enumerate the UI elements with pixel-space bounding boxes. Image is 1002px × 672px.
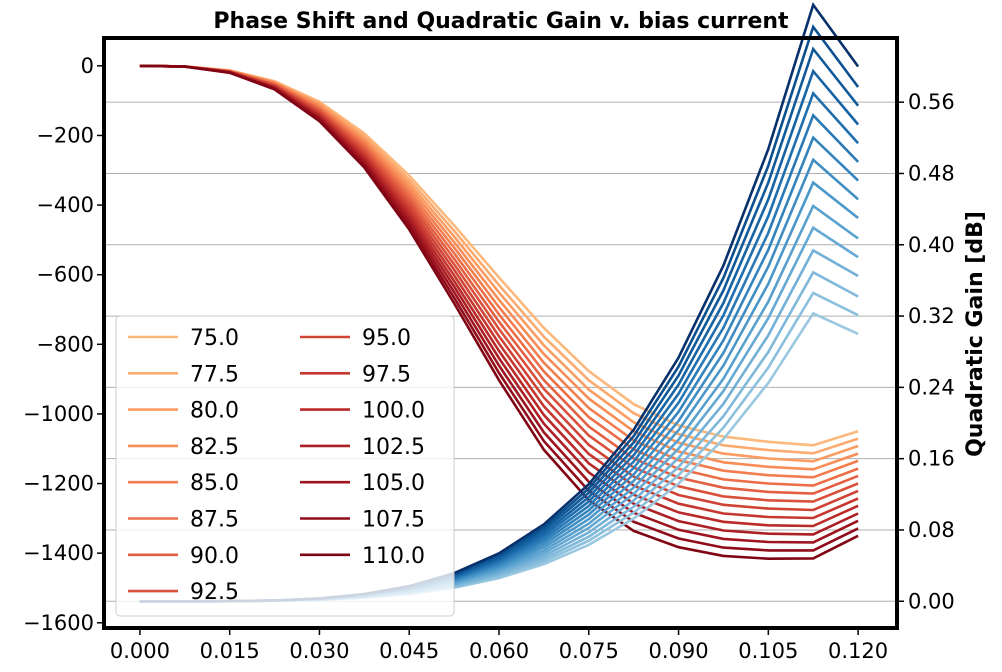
legend-label-77.5: 77.5 bbox=[190, 362, 239, 387]
right-tick-label-1: 0.08 bbox=[908, 518, 955, 542]
right-tick-label-5: 0.40 bbox=[908, 233, 955, 257]
x-tick-label-2: 0.030 bbox=[289, 639, 349, 663]
right-y-axis-ticks: 0.00 0.08 0.16 0.24 0.32 0.40 0.48 0.56 bbox=[897, 90, 955, 613]
left-tick-label-1: −200 bbox=[36, 123, 94, 147]
right-y-axis-label: Quadratic Gain [dB] bbox=[963, 211, 988, 457]
right-tick-label-7: 0.56 bbox=[908, 90, 955, 114]
legend-label-95.0: 95.0 bbox=[362, 326, 411, 351]
left-tick-label-0: 0 bbox=[81, 54, 94, 78]
chart-title: Phase Shift and Quadratic Gain v. bias c… bbox=[213, 9, 789, 34]
legend-label-75.0: 75.0 bbox=[190, 326, 239, 351]
x-tick-label-1: 0.015 bbox=[200, 639, 260, 663]
phase-line-110.0 bbox=[139, 64, 859, 561]
legend-label-105.0: 105.0 bbox=[362, 471, 425, 496]
left-tick-label-7: −1400 bbox=[23, 541, 94, 565]
legend-label-82.5: 82.5 bbox=[190, 435, 239, 460]
x-tick-label-7: 0.105 bbox=[738, 639, 798, 663]
left-tick-label-4: −800 bbox=[36, 332, 94, 356]
right-tick-label-3: 0.24 bbox=[908, 375, 955, 399]
legend-label-97.5: 97.5 bbox=[362, 362, 411, 387]
right-tick-label-4: 0.32 bbox=[908, 304, 955, 328]
x-tick-label-8: 0.120 bbox=[828, 639, 888, 663]
legend-label-100.0: 100.0 bbox=[362, 399, 425, 424]
x-tick-label-0: 0.000 bbox=[110, 639, 170, 663]
right-tick-label-2: 0.16 bbox=[908, 447, 955, 471]
left-tick-label-8: −1600 bbox=[23, 611, 94, 635]
legend-box bbox=[115, 315, 455, 617]
right-tick-label-0: 0.00 bbox=[908, 589, 955, 613]
plot-frame bbox=[102, 36, 899, 630]
x-tick-label-5: 0.075 bbox=[559, 639, 619, 663]
legend-label-110.0: 110.0 bbox=[362, 544, 425, 569]
x-tick-label-3: 0.045 bbox=[379, 639, 439, 663]
legend-label-80.0: 80.0 bbox=[190, 399, 239, 424]
phase-shift-series bbox=[139, 64, 859, 561]
legend-label-90.0: 90.0 bbox=[190, 544, 239, 569]
left-y-axis-ticks: 0 −200 −400 −600 −800 −1000 −1200 −1400 −1600 bbox=[23, 54, 104, 635]
left-tick-label-2: −400 bbox=[36, 193, 94, 217]
legend-label-102.5: 102.5 bbox=[362, 435, 425, 460]
legend-label-92.5: 92.5 bbox=[190, 580, 239, 605]
x-axis-ticks: 0.000 0.015 0.030 0.045 0.060 0.075 0.090 0.105… bbox=[110, 628, 888, 663]
left-tick-label-5: −1000 bbox=[23, 402, 94, 426]
left-tick-label-3: −600 bbox=[36, 263, 94, 287]
left-tick-label-6: −1200 bbox=[23, 472, 94, 496]
legend-label-107.5: 107.5 bbox=[362, 508, 425, 533]
legend-label-85.0: 85.0 bbox=[190, 471, 239, 496]
x-tick-label-4: 0.060 bbox=[469, 639, 529, 663]
legend-label-87.5: 87.5 bbox=[190, 508, 239, 533]
x-tick-label-6: 0.090 bbox=[648, 639, 708, 663]
legend: 75.0 77.5 80.0 82.5 85.0 87.5 90.0 92.5 95.0 97.5… bbox=[115, 315, 455, 617]
right-tick-label-6: 0.48 bbox=[908, 161, 955, 185]
